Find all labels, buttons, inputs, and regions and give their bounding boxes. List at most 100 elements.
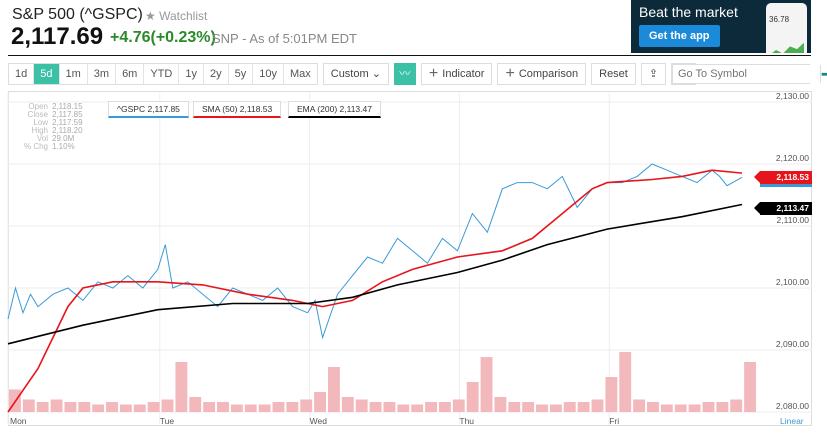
x-tick-label: Tue (159, 416, 175, 426)
x-tick-label: Fri (609, 416, 620, 426)
y-tick-label: 2,120.00 (775, 153, 809, 163)
ohlc-panel: Open 2,118.15 Close 2,117.85 Low 2,117.59 High… (16, 103, 83, 151)
range-2y[interactable]: 2y (204, 64, 229, 84)
volume-bar (660, 404, 673, 412)
ohlc-row: Open 2,118.15 (16, 102, 82, 111)
ohlc-row: High 2,118.20 (16, 127, 83, 135)
watchlist-button[interactable]: ★ Watchlist (145, 9, 208, 23)
range-5y[interactable]: 5y (229, 64, 254, 84)
plus-icon: + (505, 65, 515, 82)
volume-bar (508, 402, 521, 412)
volume-bar (619, 352, 632, 412)
ohlc-value: 1.10% (52, 142, 75, 151)
volume-bar (536, 404, 548, 412)
reset-button[interactable]: Reset (591, 63, 636, 85)
volume-bar (466, 382, 479, 412)
legend-ema[interactable]: EMA (200) 2,113.47 (288, 101, 381, 118)
volume-bar (522, 402, 535, 412)
price-change: +4.76(+0.23%) (110, 29, 216, 46)
volume-bar (397, 404, 410, 412)
ohlc-key: % Chg (23, 142, 48, 151)
volume-bar (106, 402, 118, 412)
page-title: S&P 500 (^GSPC) (12, 6, 143, 23)
volume-bar (647, 402, 659, 412)
volume-bar (78, 402, 91, 412)
volume-bar (369, 402, 382, 412)
chart-type-button[interactable]: 〰 (393, 63, 416, 85)
ohlc-key: Open (28, 102, 48, 111)
volume-bar (258, 404, 271, 412)
range-5d[interactable]: 5d (34, 64, 60, 84)
ema-line (7, 203, 743, 345)
plus-icon: + (428, 65, 439, 82)
range-10y[interactable]: 10y (253, 64, 284, 84)
x-tick-label: Mon (10, 416, 27, 426)
ohlc-row: Close 2,117.85 (16, 111, 83, 119)
range-1d[interactable]: 1d (9, 64, 35, 84)
chart-toolbar: 1d 5d 1m 3m 6m YTD 1y 2y 5y 10y Max Custom ⌄ 〰 + In… (8, 63, 696, 85)
volume-bar (383, 402, 396, 412)
volume-bar (175, 362, 188, 412)
line-chart-icon: 〰 (399, 68, 411, 80)
volume-bar (286, 402, 299, 412)
y-tick-label: 2,110.00 (776, 215, 809, 225)
volume-bar (355, 399, 368, 412)
volume-bar (702, 402, 715, 412)
get-app-button[interactable]: Get the app (639, 25, 720, 47)
volume-bar (230, 404, 243, 412)
x-tick-label: Wed (309, 416, 327, 426)
volume-bar (688, 404, 701, 412)
phone-value: 36.78 (769, 15, 790, 24)
y-tick-label: 2,080.00 (775, 401, 809, 411)
comparison-button[interactable]: + Comparison (497, 63, 587, 85)
share-button[interactable]: ⇪ (640, 63, 667, 85)
go-arrow-icon[interactable]: ➡ (820, 65, 827, 83)
ema-price-tag: 2,113.47 (754, 202, 812, 215)
volume-bar (36, 402, 49, 412)
volume-bar (300, 399, 313, 412)
symbol-input[interactable] (673, 65, 820, 83)
volume-bar (189, 397, 202, 412)
volume-bar (480, 357, 493, 412)
gspc-line (7, 163, 743, 340)
range-3m[interactable]: 3m (88, 64, 117, 84)
x-tick-label: Thu (459, 416, 475, 426)
range-ytd[interactable]: YTD (144, 64, 180, 84)
legend-gspc[interactable]: ^GSPC 2,117.85 (108, 101, 189, 118)
volume-bar (133, 404, 146, 412)
legend-sma[interactable]: SMA (50) 2,118.53 (193, 101, 282, 118)
volume-bar (549, 404, 562, 412)
range-1m[interactable]: 1m (60, 64, 88, 84)
sma-line (7, 169, 743, 413)
gspc-price-tag (760, 184, 812, 187)
ohlc-row: Low 2,117.59 (16, 119, 82, 127)
volume-bar (147, 402, 160, 412)
comparison-label: Comparison (518, 68, 579, 80)
volume-bar (716, 402, 729, 412)
range-1y[interactable]: 1y (179, 64, 204, 84)
phone-image: 36.78 (766, 3, 807, 53)
volume-bar (452, 399, 465, 412)
ohlc-key: Close (27, 110, 48, 119)
y-tick-label: 2,100.00 (775, 277, 809, 287)
range-max[interactable]: Max (289, 68, 311, 80)
ohlc-row: % Chg 1.10% (16, 143, 83, 151)
custom-range-dropdown[interactable]: Custom ⌄ (322, 63, 389, 85)
ohlc-key: High (31, 126, 48, 135)
volume-bar (633, 399, 646, 412)
range-selector: 1d 5d 1m 3m 6m YTD 1y 2y 5y 10y Max (8, 63, 318, 85)
divider (8, 55, 811, 56)
volume-bar (314, 392, 327, 412)
ohlc-value: 2,118.20 (52, 126, 83, 135)
scale-toggle[interactable]: Linear (780, 416, 804, 426)
range-6m[interactable]: 6m (116, 64, 145, 84)
volume-bar (605, 377, 618, 412)
volume-bar (244, 404, 257, 412)
volume-bar (203, 402, 216, 412)
volume-bar (217, 402, 229, 412)
volume-bar (577, 402, 590, 412)
indicator-button[interactable]: + Indicator (420, 63, 493, 85)
volume-bar (591, 399, 604, 412)
app-ad-banner[interactable]: Beat the market Get the app 36.78 (631, 0, 811, 53)
volume-bar (411, 404, 424, 412)
